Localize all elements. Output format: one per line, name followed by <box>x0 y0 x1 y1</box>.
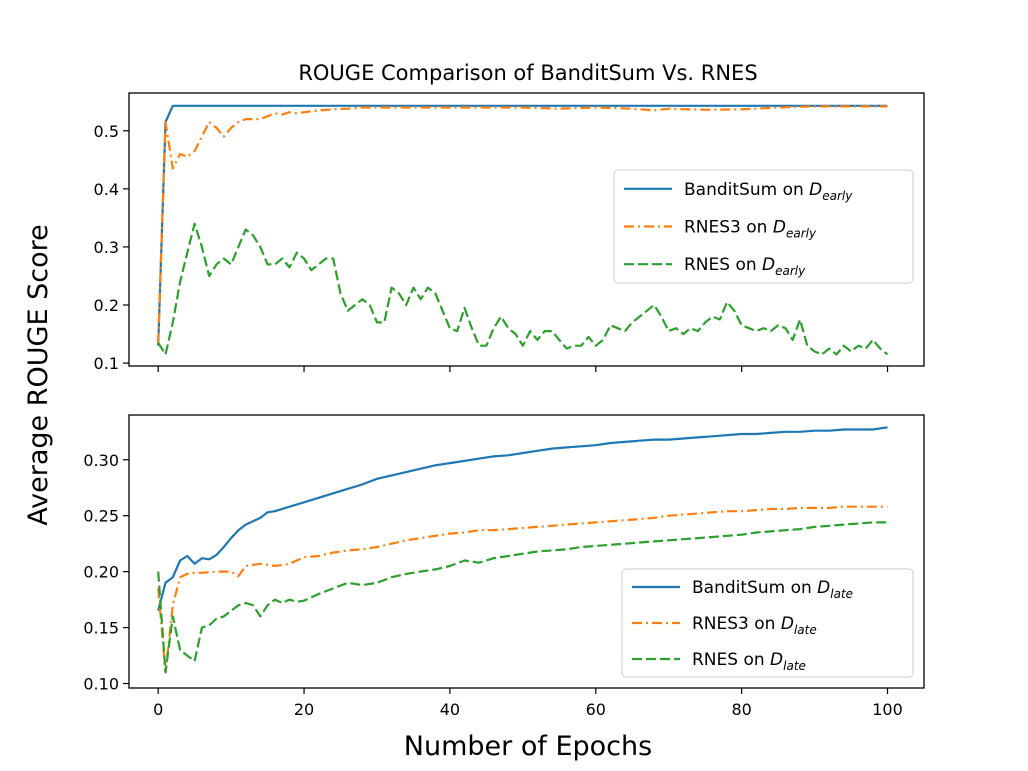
bottom-ytick-label: 0.25 <box>83 507 119 526</box>
bottom-legend-box <box>621 568 914 678</box>
bottom-legend-label: RNES on Dlate <box>692 650 806 673</box>
bottom-legend-label: BanditSum on Dlate <box>692 578 853 601</box>
bottom-ytick-label: 0.15 <box>83 619 119 638</box>
top-ytick-label: 0.3 <box>94 238 119 257</box>
bottom-xtick-label: 100 <box>872 700 903 719</box>
bottom-ytick-label: 0.30 <box>83 451 119 470</box>
bottom-series-banditsum-line <box>157 426 888 612</box>
top-series-rnes3-line <box>157 105 888 343</box>
top-legend-label: RNES on Dearly <box>684 255 806 278</box>
bottom-legend-label: RNES3 on Dlate <box>692 614 817 637</box>
y-axis-label: Average ROUGE Score <box>23 224 54 525</box>
x-axis-label: Number of Epochs <box>404 731 652 762</box>
top-legend-label: RNES3 on Dearly <box>684 218 817 241</box>
top-ytick-label: 0.1 <box>94 354 119 373</box>
top-ytick-label: 0.4 <box>94 180 119 199</box>
top-axes-frame <box>128 92 925 367</box>
bottom-xtick-label: 80 <box>731 700 751 719</box>
chart-title: ROUGE Comparison of BanditSum Vs. RNES <box>298 61 757 85</box>
top-ytick-label: 0.2 <box>94 296 119 315</box>
bottom-panel: 0.10 0.15 0.20 0.25 0.30 0 20 40 60 80 100 BanditSu… <box>83 414 925 719</box>
top-series-rnes-line <box>157 222 889 356</box>
top-panel: 0.1 0.2 0.3 0.4 0.5 BanditSum on Dearly RNES3 … <box>94 92 925 373</box>
top-series-banditsum-line <box>157 104 888 346</box>
bottom-xtick-label: 40 <box>440 700 460 719</box>
top-legend: BanditSum on Dearly RNES3 on Dearly RNES o… <box>613 169 914 284</box>
bottom-ytick-label: 0.10 <box>83 675 119 694</box>
bottom-legend: BanditSum on Dlate RNES3 on Dlate RNES on … <box>621 568 914 678</box>
bottom-ytick-label: 0.20 <box>83 563 119 582</box>
bottom-series-rnes3-line <box>157 505 888 674</box>
top-legend-label: BanditSum on Dearly <box>684 180 853 203</box>
top-ytick-label: 0.5 <box>94 122 119 141</box>
bottom-xtick-label: 20 <box>294 700 314 719</box>
top-legend-box <box>613 169 914 284</box>
bottom-xtick-label: 60 <box>586 700 606 719</box>
bottom-series-rnes-line <box>157 521 888 674</box>
bottom-axes-frame <box>128 414 925 689</box>
bottom-xtick-label: 0 <box>153 700 163 719</box>
